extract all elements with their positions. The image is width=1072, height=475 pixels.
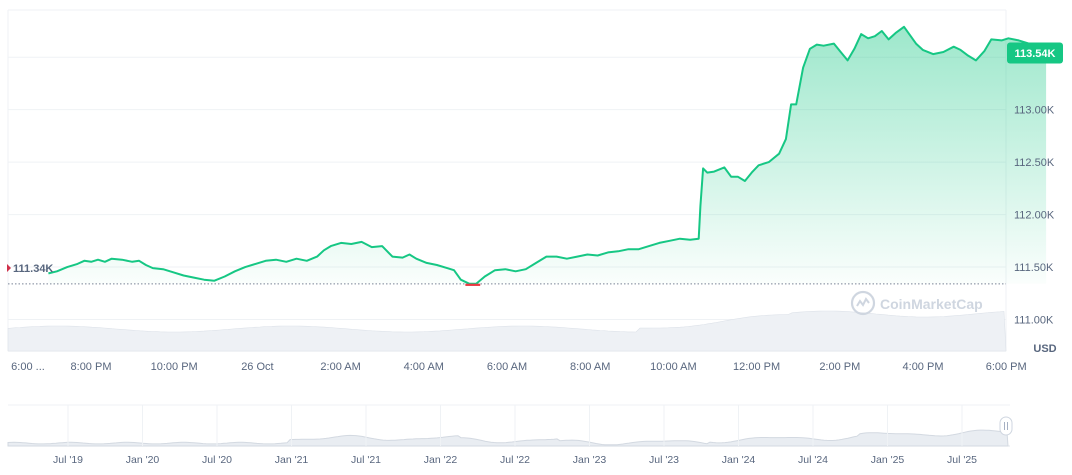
x-tick-label: 2:00 AM [320,361,360,373]
navigator-tick-label: Jan '24 [722,454,756,466]
x-tick-label: 4:00 AM [404,361,444,373]
x-tick-label: 8:00 AM [570,361,610,373]
navigator-handle[interactable] [999,416,1013,436]
y-tick-label: 112.00K [1014,210,1055,222]
navigator-tick-label: Jan '25 [871,454,905,466]
navigator-tick-label: Jan '21 [275,454,309,466]
watermark: CoinMarketCap [850,290,983,316]
x-axis: 6:00 ... 8:00 PM 10:00 PM 26 Oct 2:00 AM 4:00… [11,361,1027,373]
x-tick-label: 10:00 PM [151,361,198,373]
ref-value-label: 111.34K [7,263,53,275]
navigator-tick-label: Jul '25 [947,454,977,466]
y-axis: 111.00K 111.50K 112.00K 112.50K 113.00K [1014,105,1055,327]
x-tick-label: 6:00 PM [986,361,1027,373]
navigator-tick-label: Jan '22 [424,454,458,466]
watermark-text: CoinMarketCap [880,296,983,312]
x-tick-label: 8:00 PM [71,361,112,373]
navigator-tick-label: Jul '21 [351,454,381,466]
y-tick-label: 112.50K [1014,157,1055,169]
navigator-area [7,429,1009,447]
navigator-tick-label: Jul '20 [202,454,232,466]
ref-value-text: 111.34K [13,263,53,275]
navigator-tick-label: Jan '23 [573,454,607,466]
price-area-fill [48,26,1047,284]
x-tick-label: 6:00 ... [11,361,45,373]
navigator-tick-label: Jul '24 [798,454,828,466]
current-price-badge: 113.54K [1007,42,1063,64]
x-tick-label: 10:00 AM [650,361,696,373]
x-tick-label: 6:00 AM [487,361,527,373]
volume-area [7,310,1007,352]
y-tick-label: 111.00K [1014,315,1054,327]
navigator-tick-label: Jul '22 [500,454,530,466]
price-area [48,26,1047,284]
y-tick-label: 111.50K [1014,262,1054,274]
x-tick-label: 12:00 PM [733,361,780,373]
x-tick-label: 4:00 PM [903,361,944,373]
x-tick-label: 26 Oct [241,361,273,373]
navigator-tick-label: Jul '19 [53,454,83,466]
current-price-text: 113.54K [1015,48,1056,60]
x-tick-label: 2:00 PM [819,361,860,373]
navigator-tick-label: Jul '23 [649,454,679,466]
price-line [48,25,1047,286]
navigator-tick-label: Jan '20 [126,454,160,466]
navigator-axis: Jul '19 Jan '20 Jul '20 Jan '21 Jul '21 Jan '… [53,405,977,466]
price-line-up [48,25,1047,285]
volume-bars [7,310,1007,352]
range-navigator[interactable]: Jul '19 Jan '20 Jul '20 Jan '21 Jul '21 Jan '… [7,404,1013,466]
y-tick-label: 113.00K [1014,105,1055,117]
y-unit-label: USD [1033,343,1056,355]
